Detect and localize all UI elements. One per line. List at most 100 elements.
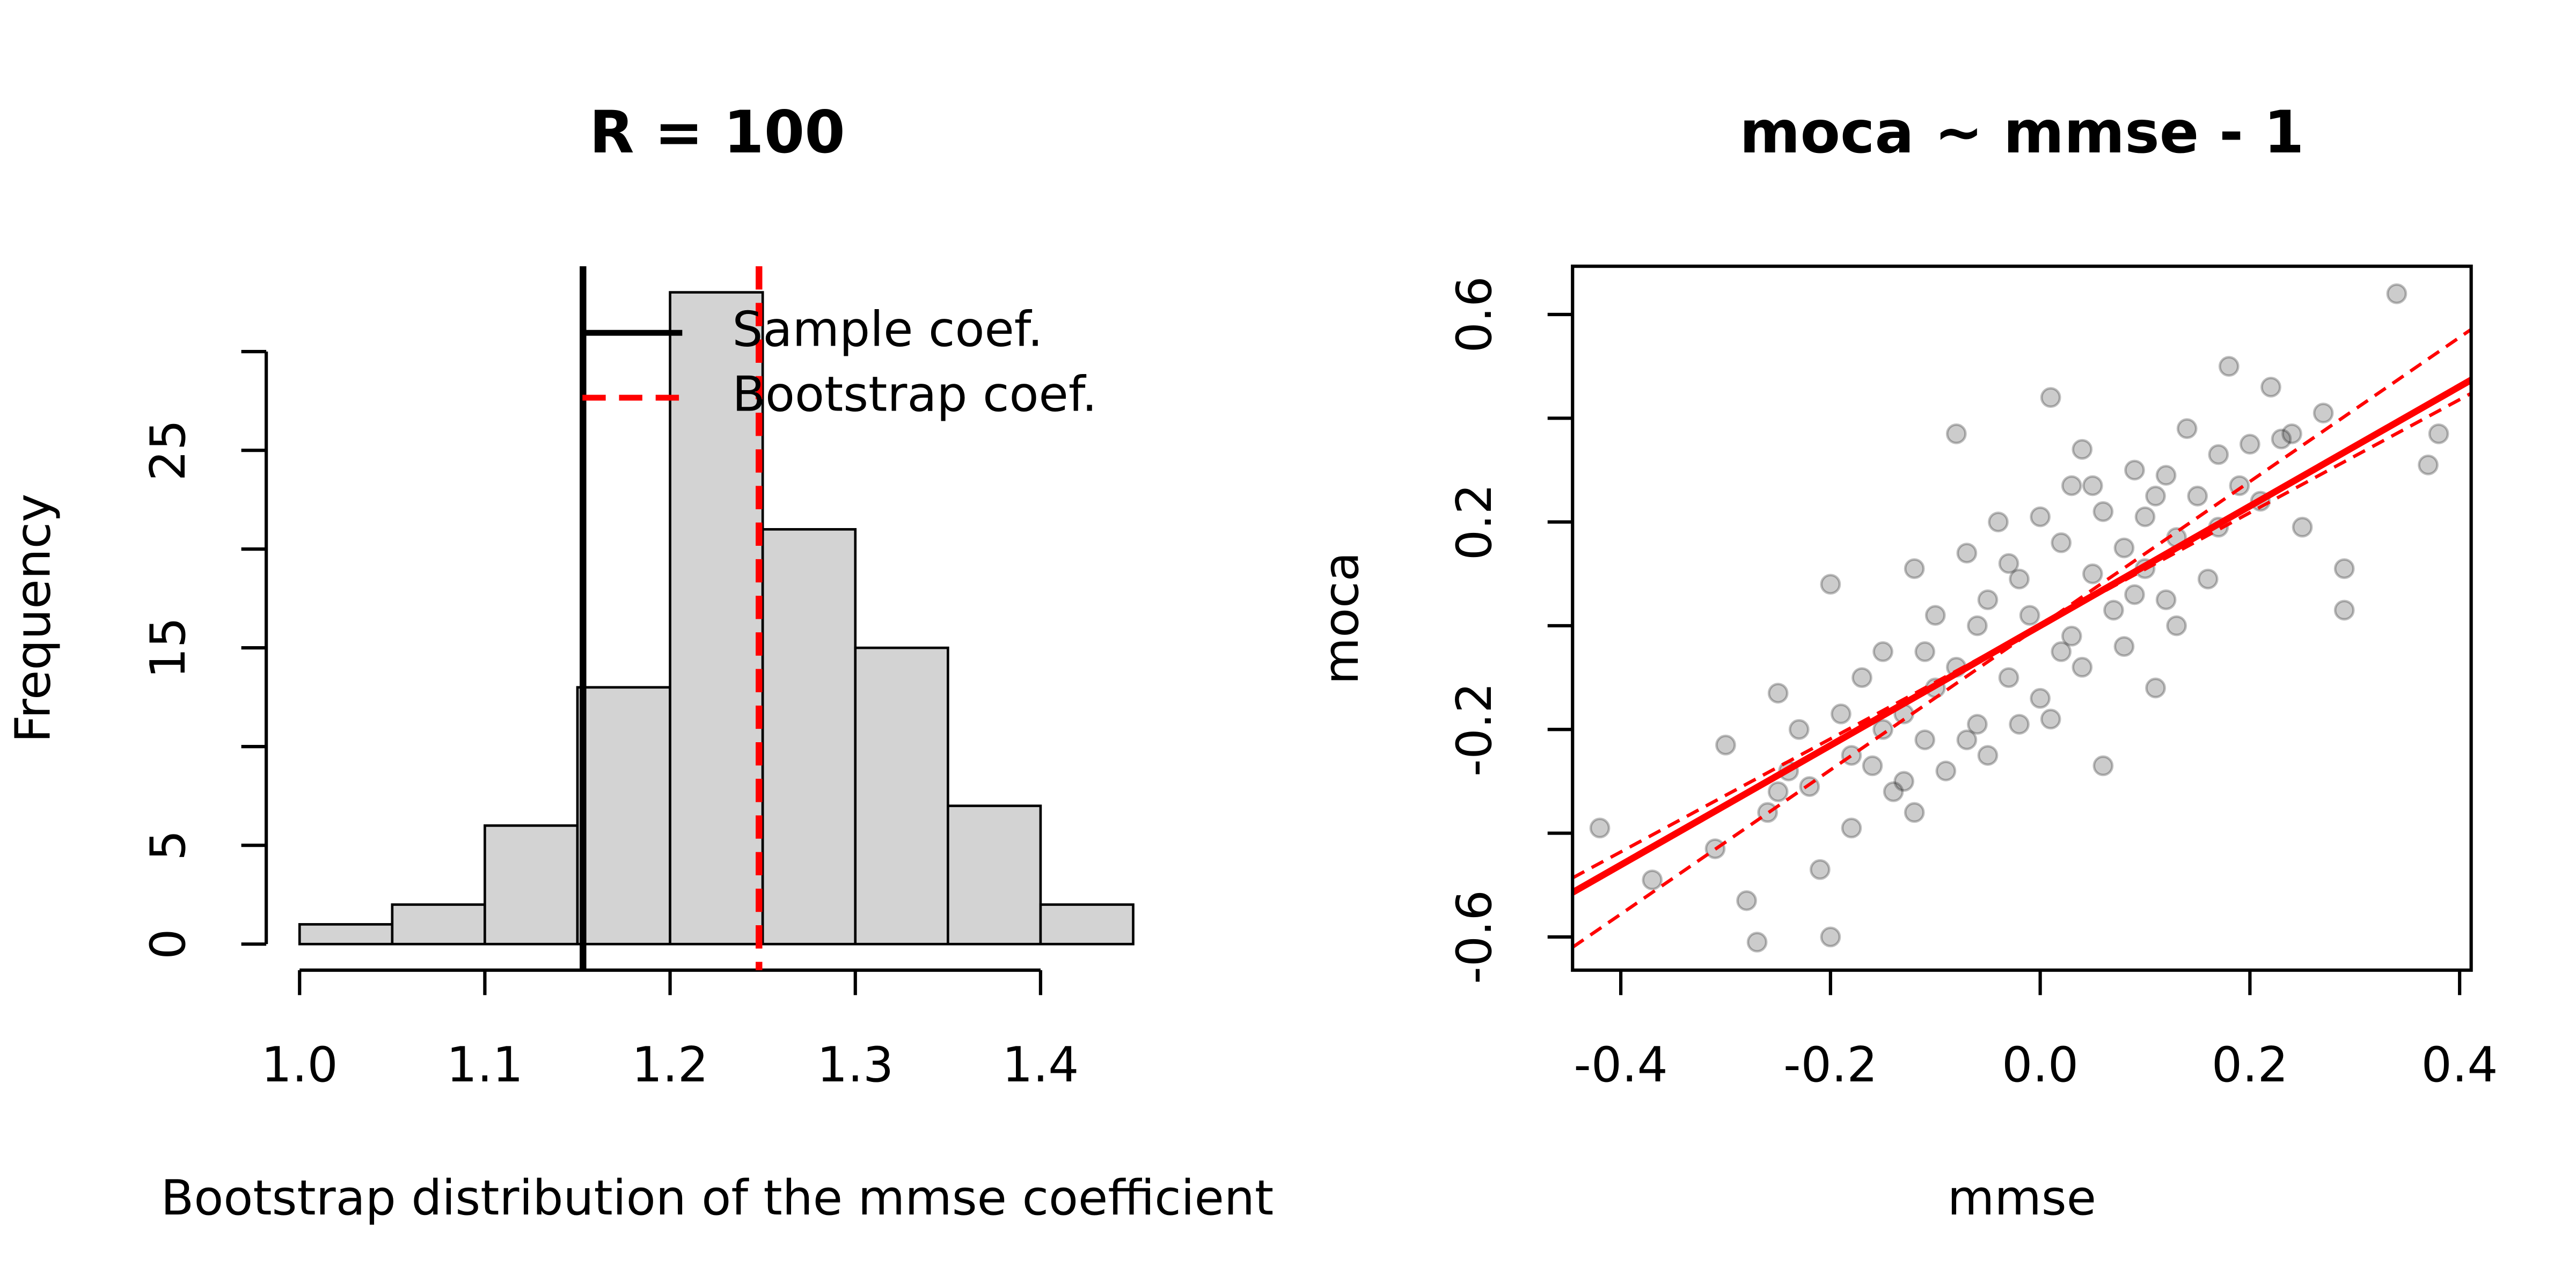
point	[1956, 543, 1978, 564]
histogram-bar	[947, 804, 1042, 946]
point	[2124, 584, 2145, 605]
point	[1851, 667, 1872, 688]
point	[2260, 376, 2281, 398]
histogram-bar	[576, 686, 671, 946]
point	[1998, 667, 2019, 688]
y-tick-label: 0.2	[1447, 484, 1503, 560]
histogram-bar	[761, 528, 857, 946]
y-tick-label: 5	[141, 830, 196, 861]
x-tick-label: 1.0	[261, 1037, 338, 1093]
point	[2030, 506, 2051, 528]
point	[2051, 532, 2072, 553]
x-tick-label: 1.3	[817, 1037, 894, 1093]
point	[1945, 423, 1967, 444]
point	[2292, 516, 2313, 538]
y-axis-label: moca	[1314, 552, 1370, 684]
point	[2113, 636, 2135, 657]
point	[2145, 677, 2166, 699]
point	[1988, 511, 2009, 533]
point	[2208, 444, 2229, 465]
x-tick-label: 0.2	[2212, 1037, 2288, 1093]
histogram-bar	[391, 903, 486, 946]
y-axis-label: Frequency	[6, 494, 62, 743]
point	[1809, 859, 1831, 880]
point	[2124, 459, 2145, 481]
point	[1935, 760, 1957, 781]
point	[2155, 465, 2177, 486]
point	[2155, 589, 2177, 611]
point	[1767, 683, 1789, 704]
chart-title: moca ~ mmse - 1	[1739, 98, 2304, 166]
y-tick-label: 0	[141, 929, 196, 960]
histogram-bar	[1039, 903, 1135, 946]
histogram-bar	[854, 646, 949, 946]
point	[1715, 734, 1736, 756]
x-tick-label: -0.2	[1783, 1037, 1877, 1093]
point	[1914, 641, 1936, 662]
point	[1904, 558, 1925, 580]
point	[2072, 656, 2093, 678]
y-tick-label: 15	[141, 617, 196, 678]
x-tick-label: 1.2	[632, 1037, 708, 1093]
point	[2009, 568, 2030, 590]
point	[2418, 454, 2439, 475]
point	[2312, 402, 2334, 424]
point	[1820, 926, 1841, 948]
point	[2145, 485, 2166, 507]
point	[2218, 356, 2240, 377]
point	[2092, 501, 2114, 522]
point	[1872, 719, 1893, 740]
point	[1914, 729, 1936, 750]
point	[1841, 817, 1862, 839]
point	[1642, 869, 1663, 890]
point	[2040, 387, 2061, 408]
point	[2061, 625, 2082, 647]
point	[2386, 283, 2407, 304]
point	[2428, 423, 2449, 444]
point	[2092, 755, 2114, 777]
point	[1799, 776, 1820, 797]
point	[1788, 719, 1810, 740]
point	[1893, 771, 1915, 792]
point	[2187, 485, 2208, 507]
point	[2051, 641, 2072, 662]
point	[1977, 745, 1999, 766]
point	[2019, 605, 2040, 626]
point	[1924, 605, 1946, 626]
point	[2333, 599, 2355, 621]
y-tick-label: -0.2	[1447, 683, 1503, 777]
plot-area	[1572, 283, 2471, 953]
histogram-bar	[298, 923, 394, 946]
point	[1883, 781, 1904, 802]
histogram-bar	[484, 824, 579, 946]
point	[2072, 438, 2093, 460]
point	[2134, 506, 2156, 528]
y-tick-label: -0.6	[1447, 890, 1503, 984]
x-tick-label: -0.4	[1574, 1037, 1667, 1093]
point	[2271, 428, 2292, 450]
point	[2166, 615, 2187, 636]
point	[1746, 932, 1768, 953]
point	[2061, 475, 2082, 496]
point	[2113, 537, 2135, 559]
point	[1904, 802, 1925, 823]
point	[1967, 714, 1988, 735]
chart-title: R = 100	[589, 98, 845, 166]
point	[1998, 553, 2019, 574]
point	[2009, 714, 2030, 735]
point	[2197, 568, 2219, 590]
point	[1872, 641, 1893, 662]
point	[2333, 558, 2355, 580]
point	[1820, 574, 1841, 595]
plot-box	[1571, 265, 2473, 972]
point	[1956, 729, 1978, 750]
point	[2281, 423, 2302, 444]
y-tick-label: 0.6	[1447, 276, 1503, 353]
point	[1589, 817, 1611, 839]
x-axis-label: Bootstrap distribution of the mmse coeff…	[161, 1170, 1274, 1226]
fit-line	[1572, 328, 2471, 949]
fit-line	[1572, 392, 2471, 880]
point	[2240, 434, 2260, 455]
point	[2082, 563, 2103, 584]
